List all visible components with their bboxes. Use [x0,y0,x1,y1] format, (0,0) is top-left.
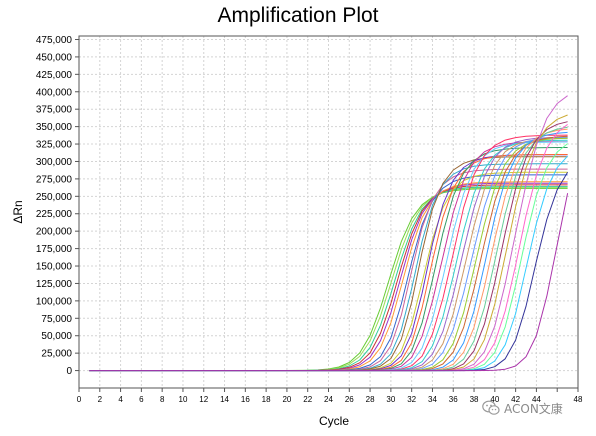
y-tick-label: 400,000 [36,87,73,98]
wechat-icon [482,400,500,415]
y-tick-label: 50,000 [41,331,72,342]
series-line [89,193,569,372]
y-tick-label: 275,000 [36,174,73,185]
x-tick-label: 22 [303,395,312,404]
y-tick-label: 125,000 [36,279,73,290]
y-tick-label: 300,000 [36,157,73,168]
x-tick-label: 16 [241,395,250,404]
watermark-text: ACON文康 [504,402,563,416]
x-tick-label: 2 [98,395,103,404]
y-tick-labels: 0 25,000 50,000 75,000 100,000 125,000 150,000… [36,35,73,377]
watermark: ACON文康 [482,398,592,420]
x-tick-label: 8 [160,395,165,404]
y-tick-label: 350,000 [36,122,73,133]
y-tick-label: 0 [66,366,72,377]
series-layer [89,95,569,372]
x-tick-label: 28 [366,395,375,404]
x-tick-label: 6 [139,395,144,404]
x-tick-label: 48 [574,395,583,404]
y-tick-label: 475,000 [36,35,73,46]
x-tick-label: 34 [428,395,437,404]
x-tick-label: 20 [282,395,291,404]
x-tick-label: 44 [532,395,541,404]
y-tick-label: 100,000 [36,296,73,307]
y-tick-label: 425,000 [36,70,73,81]
grid-layer [78,36,579,388]
x-tick-label: 40 [490,395,499,404]
x-tick-label: 14 [220,395,229,404]
frame-layer [75,35,579,392]
y-tick-label: 150,000 [36,262,73,273]
x-axis-label: Cycle [319,414,349,428]
x-tick-label: 10 [179,395,188,404]
x-tick-label: 18 [262,395,271,404]
y-tick-label: 75,000 [41,314,72,325]
y-tick-label: 225,000 [36,209,73,220]
y-tick-label: 175,000 [36,244,73,255]
x-tick-label: 32 [407,395,416,404]
x-tick-label: 42 [511,395,520,404]
y-tick-label: 325,000 [36,140,73,151]
x-tick-label: 30 [386,395,395,404]
x-tick-labels: 0 2 4 6 8 10 12 14 16 18 20 22 24 26 28 30 32 34 36 38 40 42 4… [77,395,583,404]
y-tick-label: 250,000 [36,192,73,203]
x-tick-label: 24 [324,395,333,404]
x-tick-label: 4 [118,395,123,404]
x-tick-label: 0 [77,395,82,404]
x-tick-label: 36 [449,395,458,404]
y-tick-label: 25,000 [41,349,72,360]
y-tick-label: 375,000 [36,105,73,116]
y-axis-label: ΔRn [11,200,25,223]
x-tick-label: 12 [199,395,208,404]
chart-title: Amplification Plot [217,4,379,27]
y-tick-label: 200,000 [36,227,73,238]
x-tick-label: 38 [470,395,479,404]
y-tick-label: 450,000 [36,52,73,63]
x-tick-label: 26 [345,395,354,404]
